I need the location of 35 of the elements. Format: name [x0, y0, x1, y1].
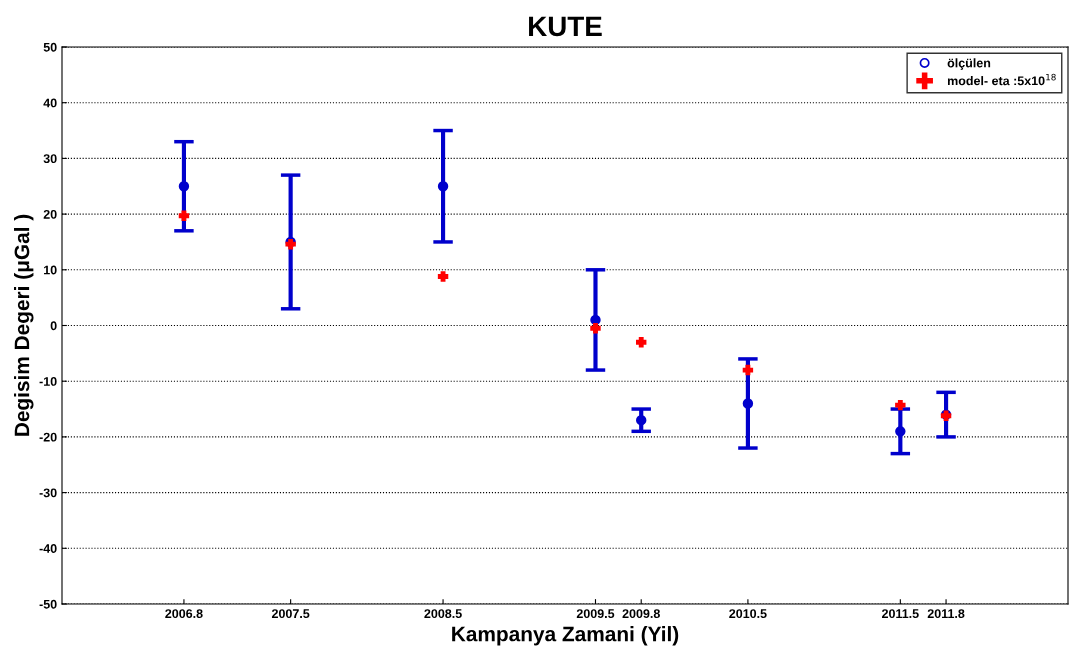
y-tick-label: -30: [39, 488, 57, 498]
point: [178, 210, 190, 221]
x-tick-label: 2007.5: [271, 609, 310, 619]
point: [636, 337, 647, 348]
x-tick-label: 2008.5: [424, 609, 462, 619]
point: [895, 399, 906, 411]
y-tick-label: -40: [39, 544, 57, 553]
y-tick-label: -10: [39, 377, 57, 386]
y-tick-label: 0: [50, 321, 57, 331]
point: [895, 426, 906, 437]
point: [636, 414, 647, 426]
x-tick-label: 2011.8: [927, 609, 965, 619]
legend-label: ölçülen: [947, 58, 991, 70]
x-tick-label: 2009.5: [576, 609, 615, 619]
chart-title: KUTE: [529, 16, 602, 37]
point: [742, 364, 754, 376]
x-tick-label: 2009.8: [622, 609, 660, 619]
point: [590, 323, 601, 334]
y-tick-label: 10: [44, 265, 57, 275]
y-tick-label: 40: [43, 98, 57, 108]
y-axis-title: Degisim Degeri (μGal ): [14, 214, 34, 436]
y-tick-label: 30: [43, 154, 57, 164]
x-tick-label: 2011.5: [882, 609, 919, 619]
point: [437, 181, 449, 192]
x-tick-label: 2006.8: [165, 609, 203, 619]
x-tick-label: 2010.5: [729, 609, 767, 619]
point: [437, 271, 449, 282]
legend-label: model- eta :5x10$^{18}$: [947, 73, 1056, 86]
y-tick-label: 20: [43, 209, 57, 219]
y-tick-label: 50: [43, 42, 57, 52]
y-tick-label: -50: [39, 599, 57, 609]
point: [742, 398, 754, 409]
point: [178, 181, 190, 192]
y-tick-label: -20: [39, 432, 57, 442]
x-axis-title: Kampanya Zamani (Yil): [452, 626, 679, 646]
